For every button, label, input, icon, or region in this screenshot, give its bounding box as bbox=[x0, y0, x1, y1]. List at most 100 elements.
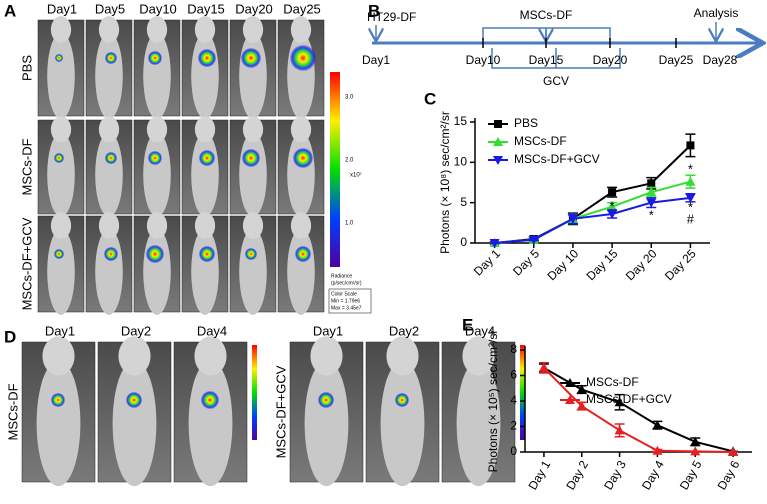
timeline-ticks bbox=[482, 38, 677, 48]
mouse bbox=[380, 360, 425, 487]
signal bbox=[55, 54, 63, 62]
mouse bbox=[239, 132, 267, 217]
mouse bbox=[191, 228, 219, 315]
y-tick-label: 15 bbox=[454, 114, 468, 128]
mouse bbox=[143, 132, 171, 217]
mouse bbox=[287, 132, 315, 217]
timeline-day: Day1 bbox=[362, 53, 390, 67]
mouse-head bbox=[290, 212, 312, 240]
mouse-head bbox=[242, 116, 264, 143]
signal bbox=[54, 153, 64, 163]
annotation: * bbox=[649, 207, 654, 222]
mouse-head bbox=[290, 116, 312, 143]
mouse-head bbox=[98, 116, 120, 143]
marker bbox=[567, 214, 578, 224]
marker bbox=[614, 397, 625, 407]
mouse bbox=[191, 32, 219, 119]
mouse-head bbox=[290, 16, 312, 44]
color-bar bbox=[252, 345, 257, 440]
signal bbox=[146, 245, 164, 263]
mouse-head bbox=[98, 16, 120, 44]
y-tick-label: 10 bbox=[454, 155, 468, 169]
mouse-head bbox=[242, 212, 264, 240]
x-tick-label: Day 5 bbox=[510, 246, 542, 278]
mouse-head bbox=[310, 336, 343, 376]
mouse-head bbox=[194, 212, 216, 240]
panel-label: B bbox=[368, 1, 380, 20]
color-bar-tick: 2.0 bbox=[345, 158, 354, 164]
x-tick-label: Day 20 bbox=[623, 246, 660, 283]
mouse bbox=[95, 132, 123, 217]
timeline-day: Day25 bbox=[659, 53, 694, 67]
y-axis-label: Photons (× 10⁸) sec/cm²/sr bbox=[438, 111, 452, 254]
line bbox=[494, 196, 691, 244]
color-bar-tick: 3.0 bbox=[345, 95, 354, 101]
timeline-day: Day20 bbox=[593, 53, 628, 67]
mouse-head bbox=[118, 336, 151, 376]
mouse bbox=[47, 32, 75, 119]
column-label: Day4 bbox=[197, 323, 227, 338]
marker bbox=[528, 235, 539, 245]
column-label: Day1 bbox=[45, 323, 75, 338]
timeline-day: Day10 bbox=[466, 53, 501, 67]
mouse bbox=[143, 228, 171, 315]
y-axis-label: Photons (× 10⁵) sec/cm²/sr bbox=[486, 330, 500, 473]
signal bbox=[199, 150, 215, 166]
marker bbox=[728, 447, 739, 456]
legend-marker bbox=[494, 120, 502, 128]
mouse-head bbox=[146, 116, 168, 143]
x-tick-label: Day 25 bbox=[662, 246, 699, 283]
legend-label: MSCs-DF+GCV bbox=[514, 152, 600, 166]
signal bbox=[198, 49, 216, 67]
signal bbox=[105, 52, 117, 64]
mouse bbox=[47, 228, 75, 315]
mouse-head bbox=[146, 16, 168, 44]
y-tick-label: 5 bbox=[460, 195, 467, 209]
marker bbox=[685, 193, 696, 203]
line bbox=[543, 366, 734, 453]
scale-note: Max = 3.45e7 bbox=[331, 305, 362, 311]
row-label: MSCs-DF bbox=[19, 138, 34, 195]
color-bar-title: Radiance bbox=[331, 273, 352, 279]
column-label: Day1 bbox=[313, 323, 343, 338]
mouse-head bbox=[194, 336, 227, 376]
mouse bbox=[47, 132, 75, 217]
column-label: Day20 bbox=[235, 1, 273, 16]
marker bbox=[614, 425, 625, 435]
legend-label: MSCs-DF bbox=[514, 134, 567, 148]
column-label: Day1 bbox=[47, 1, 77, 16]
signal bbox=[54, 249, 64, 259]
row-label: PBS bbox=[19, 55, 34, 81]
x-tick-label: Day 1 bbox=[471, 246, 503, 278]
x-tick-label: Day 3 bbox=[601, 458, 629, 492]
x-tick-label: Day 15 bbox=[584, 246, 621, 283]
marker bbox=[607, 209, 618, 219]
marker bbox=[646, 187, 657, 197]
scale-box bbox=[328, 288, 372, 314]
legend-marker bbox=[493, 156, 503, 165]
color-bar bbox=[520, 345, 525, 440]
column-label: Day2 bbox=[389, 323, 419, 338]
signal bbox=[51, 393, 65, 407]
timeline-label: MSCs-DF bbox=[520, 8, 573, 22]
signal bbox=[293, 148, 313, 168]
mouse bbox=[191, 132, 219, 217]
marker bbox=[576, 401, 587, 411]
signal bbox=[104, 247, 118, 261]
mouse bbox=[188, 360, 233, 487]
mouse-head bbox=[50, 16, 72, 44]
signal bbox=[241, 48, 261, 68]
column-label: Day2 bbox=[121, 323, 151, 338]
marker bbox=[608, 188, 617, 197]
panel-label: E bbox=[462, 315, 473, 334]
signal bbox=[201, 391, 219, 409]
x-tick-label: Day 4 bbox=[639, 458, 667, 492]
mouse bbox=[239, 228, 267, 315]
column-label: Day4 bbox=[465, 323, 495, 338]
legend-marker bbox=[565, 378, 575, 387]
signal bbox=[318, 392, 334, 408]
y-tick-label: 0 bbox=[510, 444, 517, 458]
timeline-label: HT29-DF bbox=[367, 10, 416, 24]
signal bbox=[295, 246, 311, 262]
